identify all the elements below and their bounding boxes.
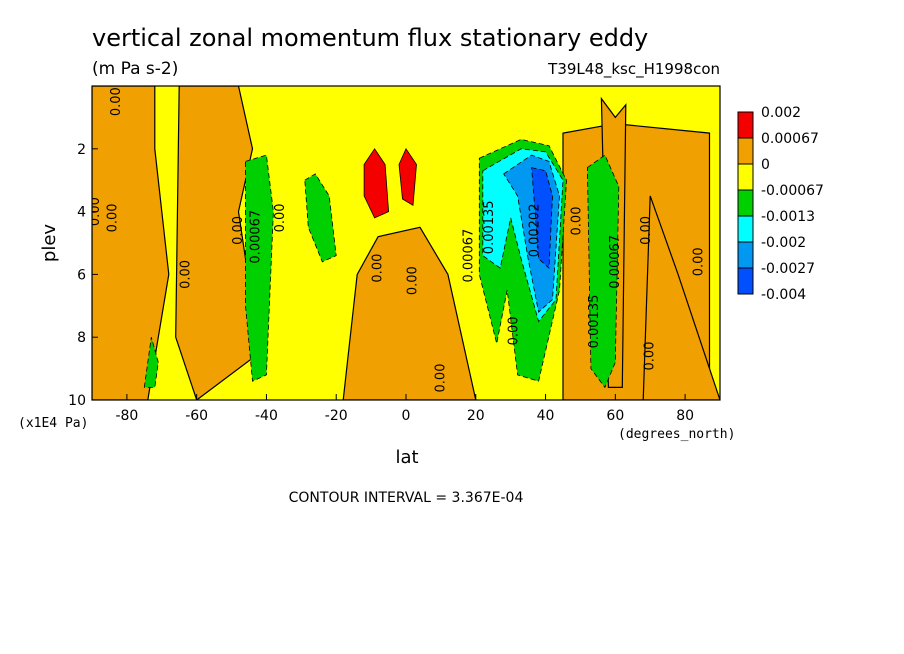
contour-label-7: 0.00 (371, 254, 386, 283)
legend-swatch-4 (737, 215, 754, 243)
contour-label-0: 0.00 (109, 87, 124, 116)
units-label: (m Pa s-2) (92, 59, 178, 79)
contour-region-sh-high-lat (92, 86, 170, 400)
y-axis-label: plev (39, 224, 60, 263)
contour-region-neg-004-nh (531, 167, 553, 269)
contour-region-pos-002-b (398, 147, 417, 206)
y-units: (x1E4 Pa) (18, 416, 88, 431)
contour-region-neg-0013-sh-2 (304, 173, 337, 263)
legend-swatch-6 (737, 267, 754, 295)
x-tick-label-8: 80 (676, 408, 694, 424)
legend-swatch-2 (737, 163, 754, 191)
color-legend: 0.002 0.00067 0 -0.00067 -0.0013 -0.002 -0.002… (737, 105, 824, 303)
contour-label-15: 0.00135 (587, 295, 602, 349)
y-axis-ticks: 2 4 6 8 10 (68, 142, 98, 409)
legend-label-4: -0.0013 (761, 209, 815, 225)
contour-label-11: 0.00135 (482, 200, 497, 254)
contour-label-5: 0.00067 (249, 210, 264, 264)
x-axis-ticks: -80 -60 -40 -20 0 20 40 60 80 (115, 394, 694, 424)
contour-label-9: 0.00 (433, 364, 448, 393)
x-tick-label-0: -80 (115, 408, 138, 424)
legend-swatch-1 (737, 137, 754, 165)
contour-label-18: 0.00 (643, 342, 658, 371)
y-tick-label-0: 2 (77, 142, 86, 158)
legend-label-1: 0.00067 (761, 131, 819, 147)
run-label: T39L48_ksc_H1998con (547, 60, 720, 79)
y-tick-label-1: 4 (77, 205, 86, 221)
contour-label-8: 0.00 (406, 266, 421, 295)
contour-interval-text: CONTOUR INTERVAL = 3.367E-04 (289, 490, 524, 506)
contour-label-10: 0.00067 (461, 229, 476, 283)
contour-label-2: 0.00 (105, 203, 120, 232)
y-tick-label-3: 8 (77, 330, 86, 346)
filled-contours (92, 86, 720, 400)
contour-region-neg-0013-nh-high (586, 154, 620, 389)
y-tick-label-2: 6 (77, 267, 86, 283)
contour-region-pos-002 (363, 148, 390, 219)
x-tick-label-3: -20 (325, 408, 348, 424)
contour-label-13: 0.00202 (528, 204, 543, 258)
contour-label-19: 0.00 (692, 247, 707, 276)
contour-label-17: 0.00 (639, 216, 654, 245)
legend-swatch-5 (737, 241, 754, 269)
legend-label-2: 0 (761, 157, 770, 173)
x-tick-label-7: 60 (606, 408, 624, 424)
legend-label-0: 0.002 (761, 105, 801, 121)
legend-label-5: -0.002 (761, 235, 806, 251)
legend-swatch-3 (737, 189, 754, 217)
contour-label-6: 0.00 (273, 203, 288, 232)
chart-title: vertical zonal momentum flux stationary … (92, 24, 648, 52)
x-axis-label: lat (395, 447, 418, 468)
contour-label-4: 0.00 (231, 216, 246, 245)
x-units: (degrees_north) (618, 427, 735, 442)
contour-region-nh-bottom (642, 195, 720, 400)
x-tick-label-4: 0 (402, 408, 411, 424)
contour-label-14: 0.00 (569, 207, 584, 236)
legend-label-3: -0.00067 (761, 183, 824, 199)
contour-region-tropics (342, 226, 477, 400)
x-tick-label-6: 40 (537, 408, 555, 424)
legend-label-7: -0.004 (761, 287, 806, 303)
x-tick-label-1: -60 (185, 408, 208, 424)
x-tick-label-2: -40 (255, 408, 278, 424)
contour-region-neg-0013-sh-1 (245, 154, 274, 382)
contour-region-neg-0013-sh-3 (143, 337, 159, 388)
contour-label-12: 0.00 (507, 316, 522, 345)
y-tick-label-4: 10 (68, 393, 86, 409)
contour-label-16: 0.00067 (608, 235, 623, 289)
legend-swatch-0 (737, 111, 754, 139)
legend-label-6: -0.0027 (761, 261, 815, 277)
contour-label-3: 0.00 (179, 260, 194, 289)
x-tick-label-5: 20 (467, 408, 485, 424)
